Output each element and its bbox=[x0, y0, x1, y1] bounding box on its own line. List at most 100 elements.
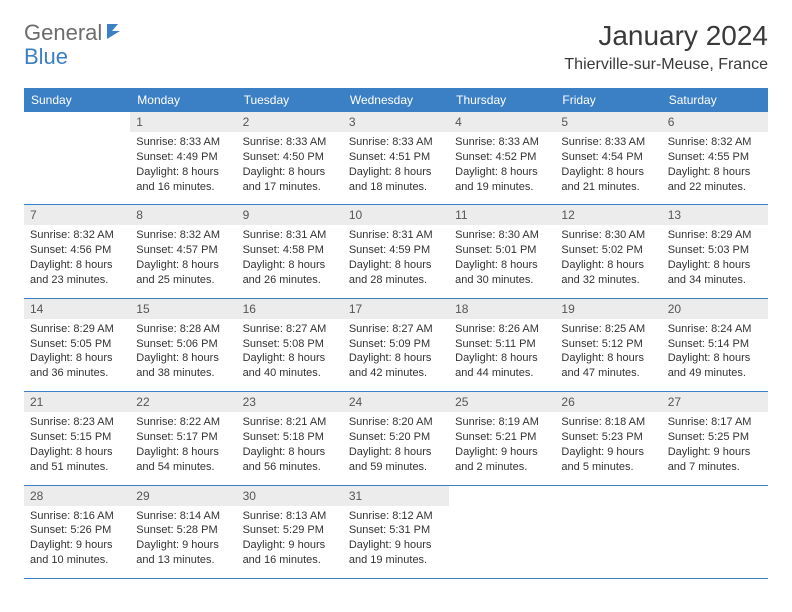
daylight-text: Daylight: 8 hours and 36 minutes. bbox=[30, 351, 124, 381]
daylight-text: Daylight: 8 hours and 30 minutes. bbox=[455, 258, 549, 288]
sunrise-text: Sunrise: 8:33 AM bbox=[561, 135, 655, 150]
day-body: Sunrise: 8:32 AMSunset: 4:56 PMDaylight:… bbox=[24, 225, 130, 297]
sunset-text: Sunset: 5:18 PM bbox=[243, 430, 337, 445]
sunrise-text: Sunrise: 8:13 AM bbox=[243, 509, 337, 524]
sunrise-text: Sunrise: 8:24 AM bbox=[668, 322, 762, 337]
day-number: 31 bbox=[343, 486, 449, 506]
calendar-day-cell: 25Sunrise: 8:19 AMSunset: 5:21 PMDayligh… bbox=[449, 392, 555, 485]
day-number: 23 bbox=[237, 392, 343, 412]
calendar-day-cell: 16Sunrise: 8:27 AMSunset: 5:08 PMDayligh… bbox=[237, 298, 343, 391]
calendar-day-cell: 31Sunrise: 8:12 AMSunset: 5:31 PMDayligh… bbox=[343, 485, 449, 578]
calendar-week-row: 1Sunrise: 8:33 AMSunset: 4:49 PMDaylight… bbox=[24, 112, 768, 205]
calendar-day-cell: 2Sunrise: 8:33 AMSunset: 4:50 PMDaylight… bbox=[237, 112, 343, 205]
daylight-text: Daylight: 8 hours and 34 minutes. bbox=[668, 258, 762, 288]
header: General January 2024 Thierville-sur-Meus… bbox=[24, 20, 768, 74]
day-number: 5 bbox=[555, 112, 661, 132]
day-body: Sunrise: 8:28 AMSunset: 5:06 PMDaylight:… bbox=[130, 319, 236, 391]
calendar-body: 1Sunrise: 8:33 AMSunset: 4:49 PMDaylight… bbox=[24, 112, 768, 578]
calendar-day-cell: 19Sunrise: 8:25 AMSunset: 5:12 PMDayligh… bbox=[555, 298, 661, 391]
daylight-text: Daylight: 8 hours and 18 minutes. bbox=[349, 165, 443, 195]
calendar-table: Sunday Monday Tuesday Wednesday Thursday… bbox=[24, 88, 768, 579]
day-number: 18 bbox=[449, 299, 555, 319]
calendar-day-cell: 28Sunrise: 8:16 AMSunset: 5:26 PMDayligh… bbox=[24, 485, 130, 578]
sunrise-text: Sunrise: 8:32 AM bbox=[30, 228, 124, 243]
sunset-text: Sunset: 5:12 PM bbox=[561, 337, 655, 352]
logo: General bbox=[24, 20, 130, 46]
sunset-text: Sunset: 4:57 PM bbox=[136, 243, 230, 258]
calendar-day-cell: 8Sunrise: 8:32 AMSunset: 4:57 PMDaylight… bbox=[130, 205, 236, 298]
day-body: Sunrise: 8:31 AMSunset: 4:58 PMDaylight:… bbox=[237, 225, 343, 297]
day-body: Sunrise: 8:27 AMSunset: 5:08 PMDaylight:… bbox=[237, 319, 343, 391]
weekday-header: Sunday bbox=[24, 88, 130, 112]
day-body: Sunrise: 8:27 AMSunset: 5:09 PMDaylight:… bbox=[343, 319, 449, 391]
weekday-header: Tuesday bbox=[237, 88, 343, 112]
daylight-text: Daylight: 8 hours and 38 minutes. bbox=[136, 351, 230, 381]
calendar-day-cell: 15Sunrise: 8:28 AMSunset: 5:06 PMDayligh… bbox=[130, 298, 236, 391]
sunset-text: Sunset: 5:26 PM bbox=[30, 523, 124, 538]
day-number: 13 bbox=[662, 205, 768, 225]
sunset-text: Sunset: 5:01 PM bbox=[455, 243, 549, 258]
day-body: Sunrise: 8:17 AMSunset: 5:25 PMDaylight:… bbox=[662, 412, 768, 484]
day-number: 21 bbox=[24, 392, 130, 412]
daylight-text: Daylight: 8 hours and 47 minutes. bbox=[561, 351, 655, 381]
day-number: 14 bbox=[24, 299, 130, 319]
sunset-text: Sunset: 5:09 PM bbox=[349, 337, 443, 352]
day-body: Sunrise: 8:21 AMSunset: 5:18 PMDaylight:… bbox=[237, 412, 343, 484]
calendar-day-cell: 10Sunrise: 8:31 AMSunset: 4:59 PMDayligh… bbox=[343, 205, 449, 298]
sunset-text: Sunset: 4:58 PM bbox=[243, 243, 337, 258]
day-number: 6 bbox=[662, 112, 768, 132]
calendar-day-cell: 13Sunrise: 8:29 AMSunset: 5:03 PMDayligh… bbox=[662, 205, 768, 298]
sunrise-text: Sunrise: 8:30 AM bbox=[455, 228, 549, 243]
sunset-text: Sunset: 5:29 PM bbox=[243, 523, 337, 538]
day-number: 7 bbox=[24, 205, 130, 225]
daylight-text: Daylight: 8 hours and 28 minutes. bbox=[349, 258, 443, 288]
day-body: Sunrise: 8:23 AMSunset: 5:15 PMDaylight:… bbox=[24, 412, 130, 484]
day-body bbox=[555, 492, 661, 552]
page-title: January 2024 bbox=[564, 20, 768, 52]
day-number: 30 bbox=[237, 486, 343, 506]
calendar-day-cell bbox=[662, 485, 768, 578]
sunset-text: Sunset: 5:28 PM bbox=[136, 523, 230, 538]
calendar-day-cell: 7Sunrise: 8:32 AMSunset: 4:56 PMDaylight… bbox=[24, 205, 130, 298]
sunset-text: Sunset: 5:05 PM bbox=[30, 337, 124, 352]
day-body: Sunrise: 8:33 AMSunset: 4:52 PMDaylight:… bbox=[449, 132, 555, 204]
sunrise-text: Sunrise: 8:31 AM bbox=[243, 228, 337, 243]
calendar-day-cell: 20Sunrise: 8:24 AMSunset: 5:14 PMDayligh… bbox=[662, 298, 768, 391]
day-body: Sunrise: 8:20 AMSunset: 5:20 PMDaylight:… bbox=[343, 412, 449, 484]
weekday-header: Thursday bbox=[449, 88, 555, 112]
daylight-text: Daylight: 8 hours and 44 minutes. bbox=[455, 351, 549, 381]
day-body bbox=[449, 492, 555, 552]
calendar-day-cell: 5Sunrise: 8:33 AMSunset: 4:54 PMDaylight… bbox=[555, 112, 661, 205]
day-body: Sunrise: 8:19 AMSunset: 5:21 PMDaylight:… bbox=[449, 412, 555, 484]
calendar-day-cell: 3Sunrise: 8:33 AMSunset: 4:51 PMDaylight… bbox=[343, 112, 449, 205]
calendar-day-cell: 24Sunrise: 8:20 AMSunset: 5:20 PMDayligh… bbox=[343, 392, 449, 485]
sunset-text: Sunset: 5:11 PM bbox=[455, 337, 549, 352]
day-body: Sunrise: 8:24 AMSunset: 5:14 PMDaylight:… bbox=[662, 319, 768, 391]
calendar-week-row: 21Sunrise: 8:23 AMSunset: 5:15 PMDayligh… bbox=[24, 392, 768, 485]
daylight-text: Daylight: 8 hours and 32 minutes. bbox=[561, 258, 655, 288]
sunrise-text: Sunrise: 8:30 AM bbox=[561, 228, 655, 243]
daylight-text: Daylight: 8 hours and 59 minutes. bbox=[349, 445, 443, 475]
sunset-text: Sunset: 5:20 PM bbox=[349, 430, 443, 445]
sunrise-text: Sunrise: 8:25 AM bbox=[561, 322, 655, 337]
day-body bbox=[662, 492, 768, 552]
sunrise-text: Sunrise: 8:27 AM bbox=[349, 322, 443, 337]
daylight-text: Daylight: 9 hours and 5 minutes. bbox=[561, 445, 655, 475]
calendar-day-cell: 29Sunrise: 8:14 AMSunset: 5:28 PMDayligh… bbox=[130, 485, 236, 578]
logo-flag-icon bbox=[106, 22, 128, 45]
calendar-day-cell: 14Sunrise: 8:29 AMSunset: 5:05 PMDayligh… bbox=[24, 298, 130, 391]
day-body: Sunrise: 8:18 AMSunset: 5:23 PMDaylight:… bbox=[555, 412, 661, 484]
day-body: Sunrise: 8:30 AMSunset: 5:01 PMDaylight:… bbox=[449, 225, 555, 297]
day-number: 17 bbox=[343, 299, 449, 319]
sunrise-text: Sunrise: 8:33 AM bbox=[349, 135, 443, 150]
sunrise-text: Sunrise: 8:23 AM bbox=[30, 415, 124, 430]
calendar-day-cell: 1Sunrise: 8:33 AMSunset: 4:49 PMDaylight… bbox=[130, 112, 236, 205]
calendar-day-cell bbox=[555, 485, 661, 578]
sunset-text: Sunset: 4:52 PM bbox=[455, 150, 549, 165]
daylight-text: Daylight: 8 hours and 16 minutes. bbox=[136, 165, 230, 195]
daylight-text: Daylight: 8 hours and 23 minutes. bbox=[30, 258, 124, 288]
day-number: 29 bbox=[130, 486, 236, 506]
day-number: 11 bbox=[449, 205, 555, 225]
daylight-text: Daylight: 8 hours and 22 minutes. bbox=[668, 165, 762, 195]
sunset-text: Sunset: 4:56 PM bbox=[30, 243, 124, 258]
